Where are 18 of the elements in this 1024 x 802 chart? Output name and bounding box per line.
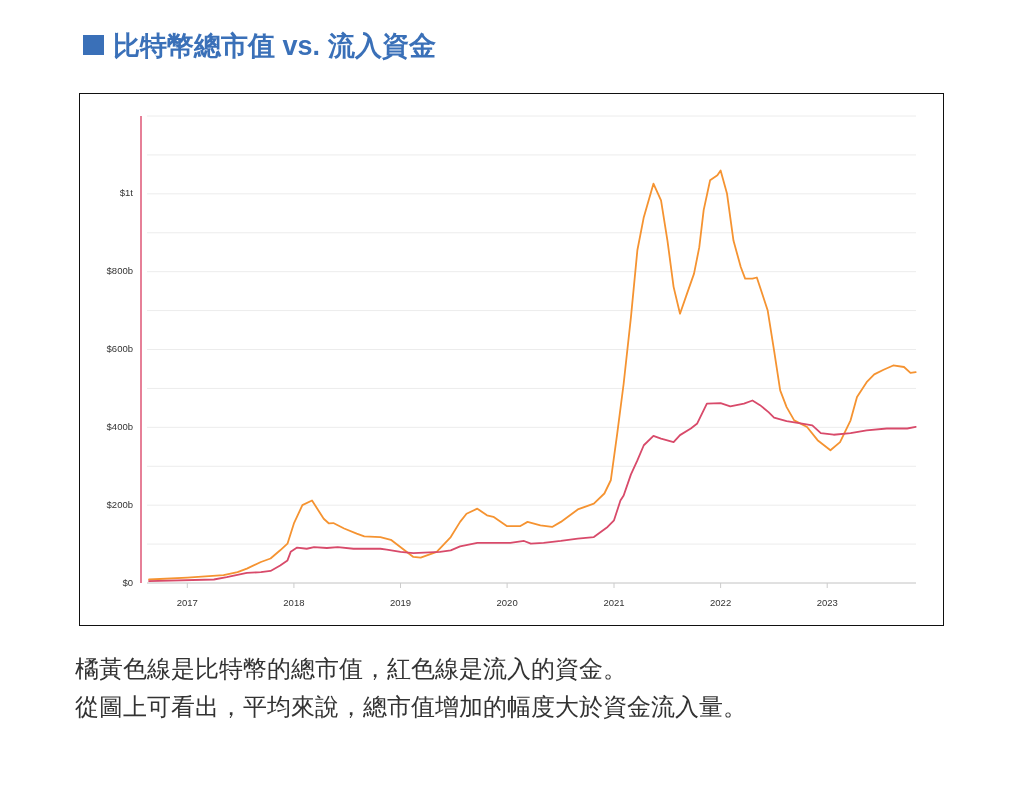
text: 橘黃色線是比特幣的總市值，紅色線是流入的資金。 [75, 656, 627, 682]
x-tick-label: 2018 [283, 597, 305, 608]
y-tick-label: $400b [106, 420, 133, 432]
y-tick-label: $800b [106, 265, 133, 277]
x-tick-label: 2023 [816, 597, 838, 608]
line-series [148, 399, 917, 582]
x-tick-label: 2020 [496, 597, 518, 608]
x-tick-label: 2021 [603, 597, 625, 608]
y-tick-label: $0 [122, 576, 133, 588]
x-tick-label: 2017 [176, 597, 198, 608]
y-tick-label: $1t [119, 187, 134, 199]
chart-title: 比特幣總市值 vs. 流入資金 [113, 31, 436, 61]
x-tick-label: 2019 [389, 597, 412, 608]
text: 從圖上可看出，平均來說，總市值增加的幅度大於資金流入量。 [75, 694, 747, 720]
x-tick-label: 2022 [710, 597, 732, 608]
y-tick-label: $200b [106, 498, 133, 510]
y-tick-label: $600b [106, 343, 133, 355]
line-series [148, 169, 917, 581]
